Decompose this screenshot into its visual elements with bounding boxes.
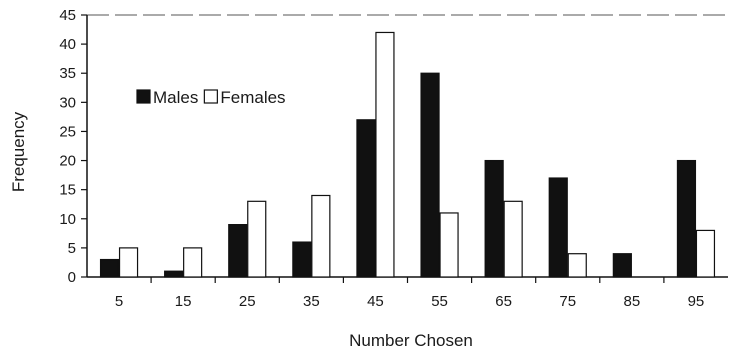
bar-females-75 xyxy=(567,253,587,278)
y-tick-label: 25 xyxy=(59,123,76,140)
legend-label-males: Males xyxy=(153,88,198,107)
x-tick-label: 15 xyxy=(175,293,192,310)
x-tick-label: 85 xyxy=(624,293,641,310)
x-tick-label: 95 xyxy=(688,293,705,310)
y-tick-label: 15 xyxy=(59,182,76,199)
x-tick-label: 65 xyxy=(495,293,512,310)
y-tick-label: 5 xyxy=(68,240,76,257)
bar-males-65 xyxy=(484,159,504,278)
bar-females-55 xyxy=(439,212,459,278)
bar-females-25 xyxy=(247,200,267,278)
y-tick-label: 20 xyxy=(59,153,76,170)
bar-males-55 xyxy=(420,72,440,278)
bar-females-95 xyxy=(695,229,716,278)
y-tick-label: 45 xyxy=(59,7,76,24)
bar-males-25 xyxy=(228,224,248,278)
legend-swatch-males xyxy=(136,89,151,104)
x-tick-label: 35 xyxy=(303,293,320,310)
legend-label-females: Females xyxy=(220,88,285,107)
bar-females-45 xyxy=(375,31,395,278)
legend: Males Females xyxy=(136,88,286,107)
legend-swatch-females xyxy=(203,89,218,104)
y-tick-label: 10 xyxy=(59,211,76,228)
bar-females-15 xyxy=(183,247,203,278)
y-tick-label: 35 xyxy=(59,65,76,82)
bar-males-45 xyxy=(356,119,376,278)
bar-males-5 xyxy=(99,258,120,278)
y-tick-label: 30 xyxy=(59,94,76,111)
bars xyxy=(99,31,716,278)
x-tick-label: 25 xyxy=(239,293,256,310)
bar-females-35 xyxy=(311,194,331,278)
bar-males-75 xyxy=(548,177,568,278)
bar-males-95 xyxy=(676,159,697,278)
bar-males-35 xyxy=(292,241,312,278)
y-axis-title: Frequency xyxy=(9,111,28,192)
bar-females-65 xyxy=(503,200,523,278)
x-axis: 5 15 25 35 45 55 65 75 85 95 xyxy=(115,277,704,310)
plot-frame xyxy=(86,14,728,278)
bar-males-85 xyxy=(612,253,632,278)
x-tick-label: 75 xyxy=(559,293,576,310)
bar-females-5 xyxy=(118,247,139,278)
x-tick-label: 55 xyxy=(431,293,448,310)
y-tick-label: 40 xyxy=(59,36,76,53)
x-axis-title: Number Chosen xyxy=(349,331,473,350)
x-tick-label: 5 xyxy=(115,293,123,310)
x-tick-label: 45 xyxy=(367,293,384,310)
y-axis: 0 5 10 15 20 25 30 35 40 45 xyxy=(59,7,87,286)
y-tick-label: 0 xyxy=(68,269,76,286)
bar-males-15 xyxy=(164,270,184,278)
